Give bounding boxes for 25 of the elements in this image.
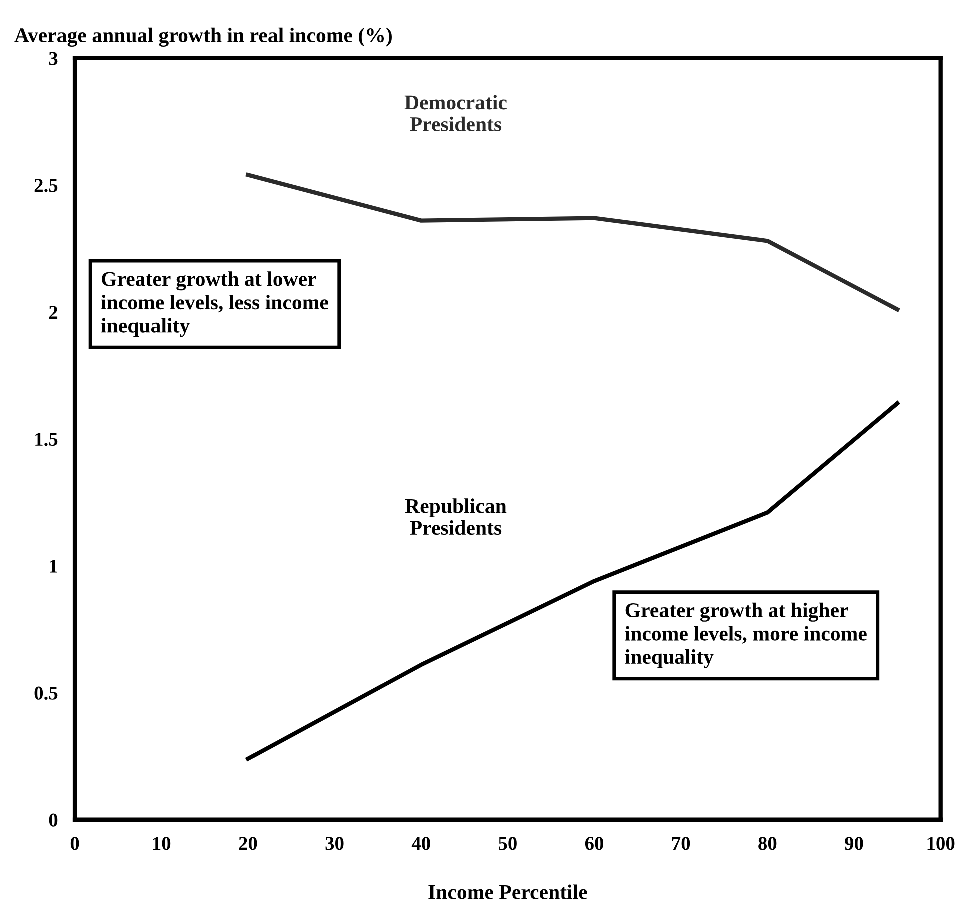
y-tick-label: 3 <box>49 52 58 66</box>
x-tick-label: 80 <box>758 837 777 850</box>
text: Democratic Presidents <box>404 95 507 132</box>
x-tick-label: 40 <box>412 837 430 850</box>
x-tick-label: 50 <box>498 837 517 850</box>
y-axis-title: Average annual growth in real income (%) <box>14 28 392 47</box>
text: Republican Presidents <box>405 498 507 536</box>
line-series <box>246 402 900 762</box>
y-tick-label: 0.5 <box>34 686 58 700</box>
x-tick-label: 70 <box>672 837 690 850</box>
x-tick-label: 0 <box>70 837 80 850</box>
annotation: Greater growth at higher income levels, more income inequality <box>625 602 867 668</box>
x-tick-label: 20 <box>239 837 258 850</box>
y-tick-label: 0 <box>49 814 58 827</box>
y-tick-label: 2.5 <box>34 179 58 192</box>
y-tick-label: 1 <box>50 560 58 573</box>
x-axis-title: Income Percentile <box>428 884 588 900</box>
y-tick-label: 2 <box>49 306 58 319</box>
y-tick-label: 1.5 <box>36 433 58 446</box>
x-tick-label: 90 <box>845 837 864 850</box>
x-tick-label: 60 <box>585 837 604 850</box>
x-tick-label: 30 <box>326 837 344 850</box>
x-tick-label: 100 <box>928 837 955 850</box>
x-tick-label: 10 <box>153 837 171 850</box>
annotation: Greater growth at lower income levels, less income inequality <box>101 272 328 338</box>
